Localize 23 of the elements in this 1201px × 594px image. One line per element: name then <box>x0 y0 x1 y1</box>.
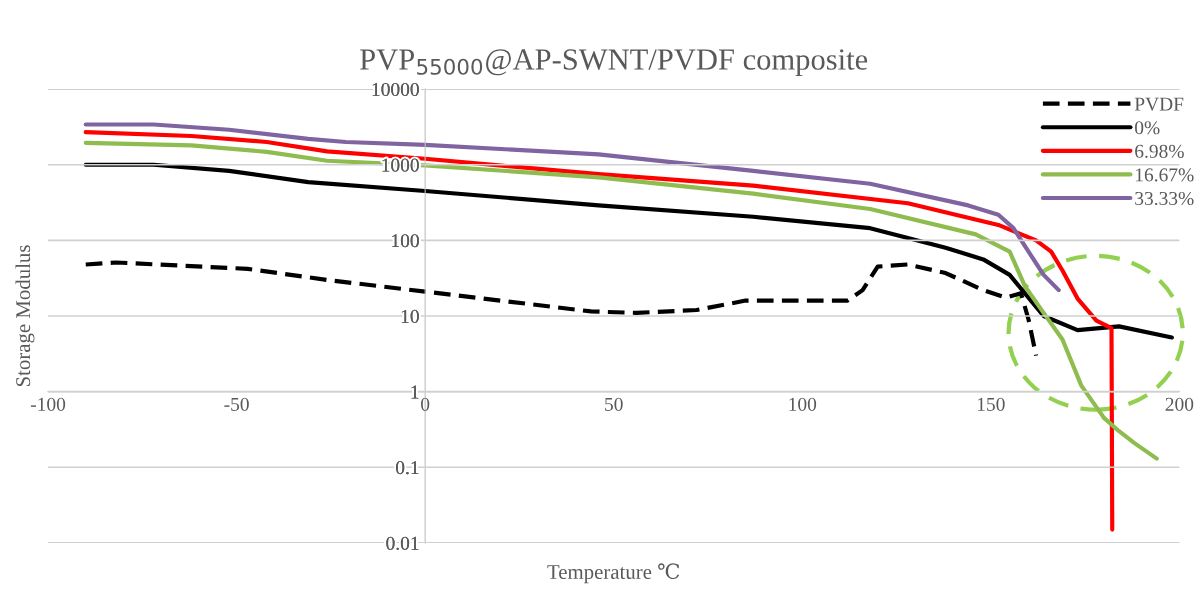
y-tick-label: 1 <box>411 385 419 399</box>
x-tick-label: -50 <box>224 397 249 411</box>
line-series <box>83 130 1115 532</box>
y-tick-label: 0.1 <box>396 461 419 475</box>
line-series <box>83 122 1061 293</box>
y-axis-title: Storage Modulus <box>15 245 35 387</box>
y-tick-label: 0.01 <box>386 536 419 550</box>
legend-label: 33.33% <box>1135 191 1194 206</box>
x-tick-label: 100 <box>789 397 817 411</box>
y-tick-label: 100 <box>392 234 419 248</box>
x-axis-title: Temperature ℃ <box>547 563 680 584</box>
y-tick-label: 10 <box>401 309 419 323</box>
x-tick-label: 200 <box>1165 397 1194 411</box>
x-tick-label: 50 <box>605 397 623 411</box>
legend-label: 6.98% <box>1135 144 1184 158</box>
legend-label: 0% <box>1135 121 1160 135</box>
legend-label: PVDF <box>1134 97 1184 111</box>
chart-title: PVP$_{55000}$@AP-SWNT/PVDF composite <box>360 49 868 77</box>
x-tick-label: -100 <box>30 397 66 411</box>
x-tick-label: 0 <box>421 397 430 411</box>
legend-label: 16.67% <box>1135 168 1194 182</box>
y-tick-label: 10000 <box>372 82 419 97</box>
x-tick-label: 150 <box>977 397 1005 411</box>
